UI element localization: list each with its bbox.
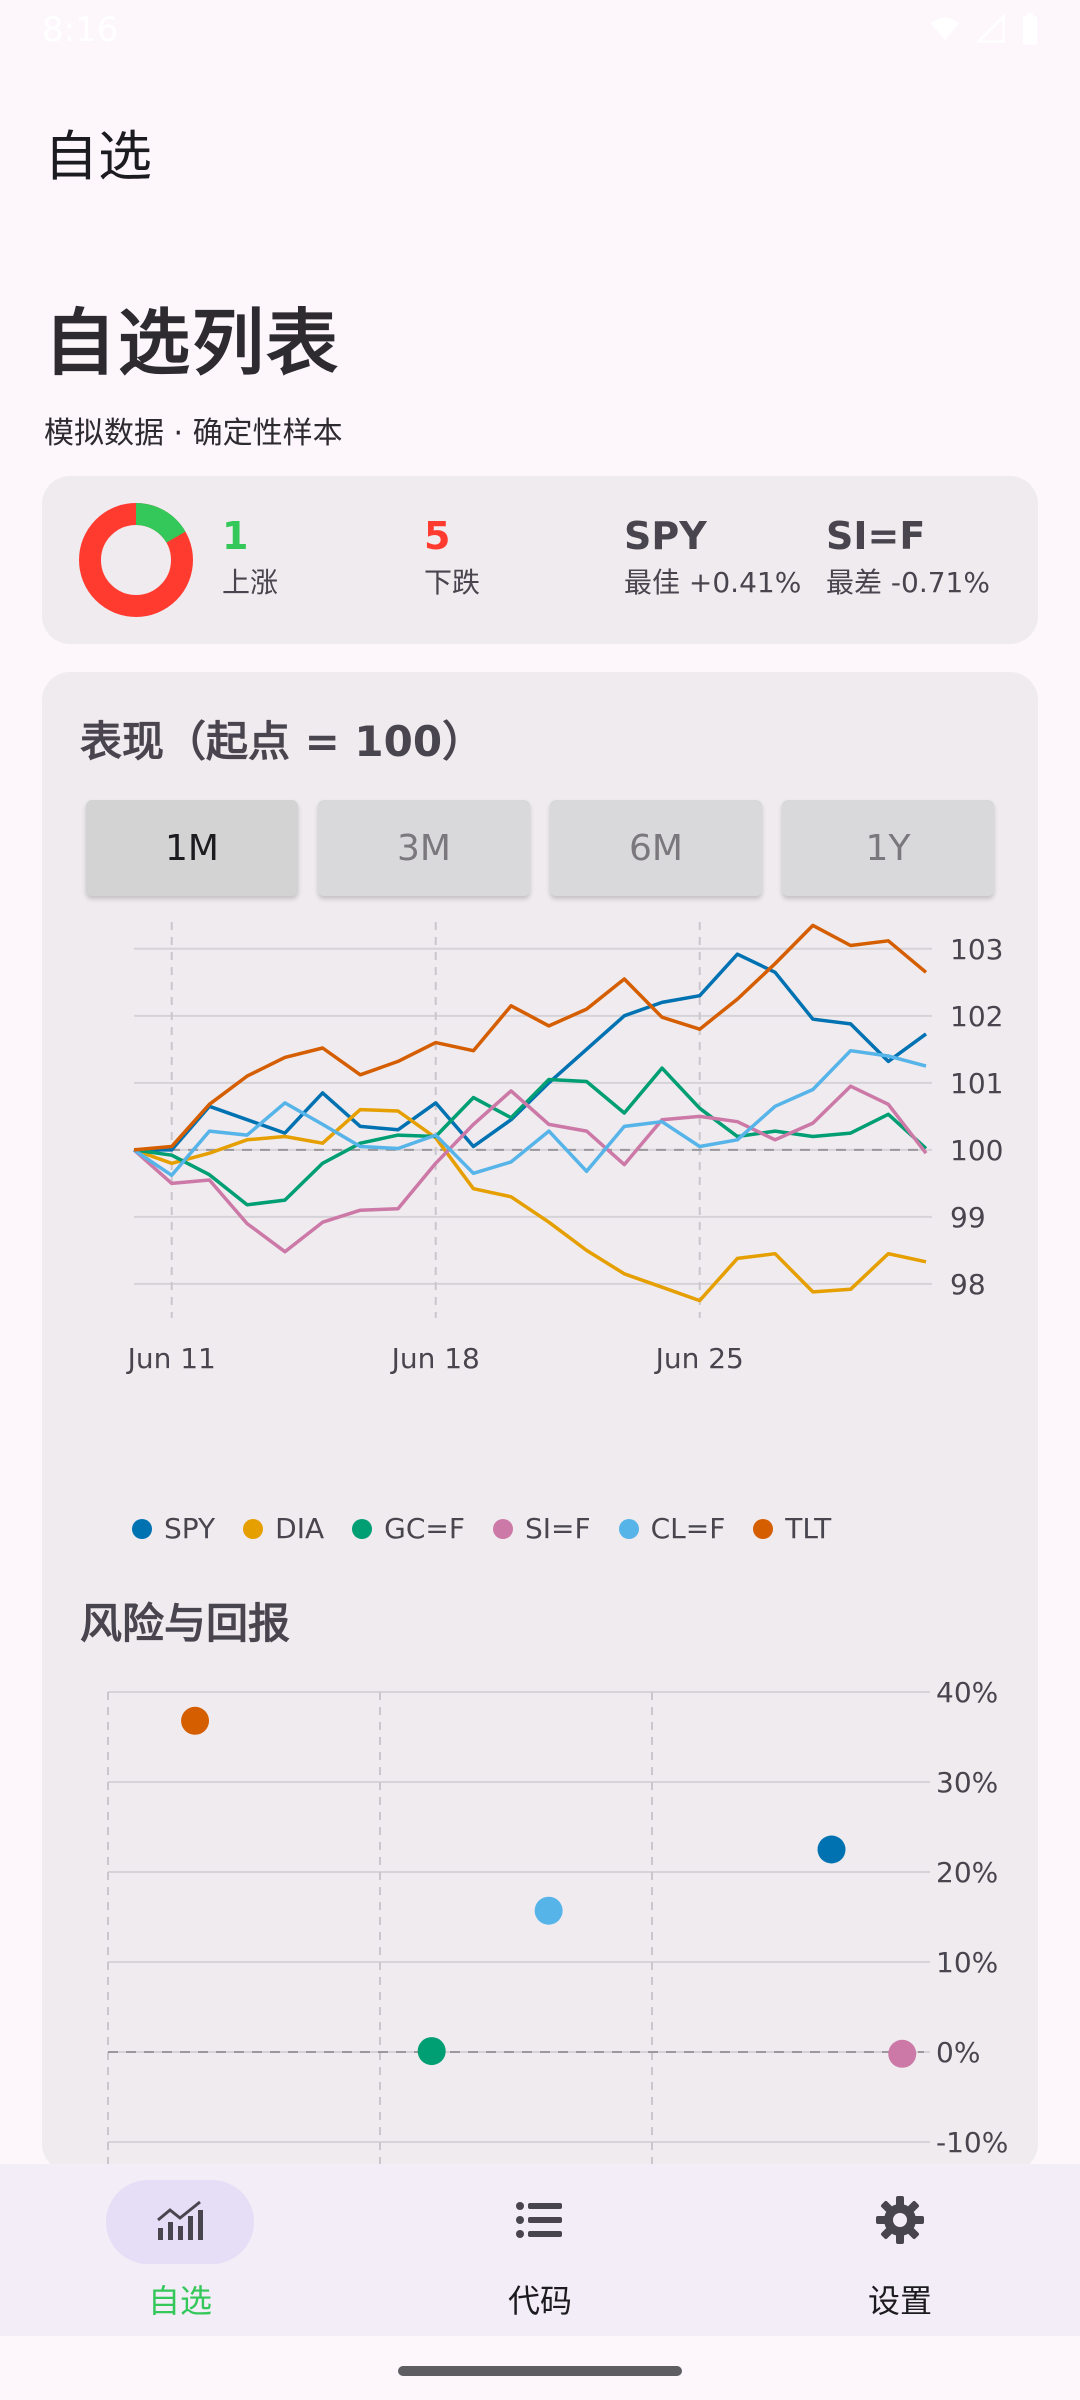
series-line-tlt (133, 923, 928, 1152)
status-icons (928, 12, 1040, 50)
scatter-point-clf (534, 1896, 563, 1925)
legend-item: CL=F (618, 1512, 726, 1545)
legend-label: TLT (785, 1512, 832, 1545)
y-tick-label: 102 (950, 1000, 1003, 1033)
list-icon (514, 2198, 566, 2246)
series-line-dia (133, 1107, 927, 1303)
nav-item-settings[interactable]: 设置 (800, 2180, 1000, 2322)
series-line-gcf (133, 1066, 928, 1207)
up-count: 1 (222, 514, 249, 558)
legend-dot (352, 1518, 373, 1539)
gear-icon (874, 2194, 926, 2250)
risk-return-title: 风险与回报 (80, 1599, 291, 1648)
range-tab-3m[interactable]: 3M (318, 800, 530, 896)
nav-item-symbols[interactable]: 代码 (440, 2180, 640, 2322)
best-summary: SPY 最佳 +0.41% (624, 514, 801, 600)
x-tick-label: Jun 11 (126, 1342, 216, 1375)
legend-label: GC=F (384, 1512, 465, 1545)
y-tick-label: 40% (936, 1676, 998, 1709)
range-tab-1m[interactable]: 1M (86, 800, 298, 896)
y-tick-label: 100 (950, 1134, 1003, 1167)
y-tick-label: 30% (936, 1766, 998, 1799)
down-label: 下跌 (424, 566, 481, 599)
risk-return-scatter-chart: 40% 30% 20% 10% 0% -10% (107, 1676, 1008, 2172)
chart-legend: SPY DIA GC=F SI=F CL=F TLT (132, 1512, 859, 1545)
bottom-nav: 自选 代码 (0, 2164, 1080, 2336)
status-bar: 8:16 (0, 0, 1080, 62)
y-tick-label: 20% (936, 1856, 998, 1889)
nav-label-settings: 设置 (867, 2282, 932, 2320)
worst-summary: SI=F 最差 -0.71% (826, 514, 990, 600)
y-tick-label: 99 (950, 1201, 986, 1234)
legend-item: SPY (132, 1512, 215, 1545)
battery-icon (1020, 12, 1040, 50)
up-summary: 1 上涨 (222, 514, 278, 600)
nav-label-symbols: 代码 (507, 2282, 572, 2320)
series-line-clf (133, 1048, 927, 1178)
best-change: 最佳 +0.41% (624, 566, 802, 599)
legend-item: DIA (243, 1512, 324, 1545)
scatter-point-sif (888, 2039, 917, 2068)
worst-symbol: SI=F (826, 514, 926, 558)
legend-item: GC=F (352, 1512, 465, 1545)
y-tick-label: 101 (950, 1067, 1003, 1100)
scatter-point-gcf (417, 2037, 446, 2066)
legend-dot (132, 1518, 152, 1539)
page-subtitle: 模拟数据 · 确定性样本 (44, 416, 343, 451)
x-tick-label: Jun 25 (654, 1342, 744, 1375)
y-tick-label: 10% (936, 1946, 998, 1979)
y-tick-label: 103 (950, 933, 1003, 966)
performance-line-chart: 98 99 100 101 102 103 Jun 11 Jun 18 Jun 25 (126, 922, 1003, 1375)
page-title: 自选列表 (44, 301, 341, 385)
range-tab-6m[interactable]: 6M (550, 800, 762, 896)
performance-card: 表现（起点 = 100） 1M 3M 6M 1Y 98 99 100 101 102 10… (42, 672, 1038, 2172)
down-summary: 5 下跌 (424, 514, 480, 600)
range-tab-1y[interactable]: 1Y (782, 800, 994, 896)
worst-change: 最差 -0.71% (826, 566, 990, 599)
y-tick-label: 98 (950, 1268, 986, 1301)
y-tick-label: 0% (936, 2036, 980, 2069)
y-tick-label: -10% (936, 2126, 1008, 2159)
down-count: 5 (424, 514, 451, 558)
nav-label-watchlist: 自选 (147, 2282, 212, 2320)
up-down-donut (79, 503, 193, 617)
wifi-icon (928, 12, 962, 50)
legend-item: SI=F (492, 1512, 591, 1545)
legend-dot (618, 1518, 639, 1539)
status-time: 8:16 (42, 10, 119, 50)
scatter-point-spy (817, 1835, 846, 1864)
legend-item: TLT (753, 1512, 831, 1545)
performance-title: 表现（起点 = 100） (80, 717, 485, 766)
summary-card: 1 上涨 5 下跌 SPY 最佳 +0.41% SI=F 最差 -0.71% (42, 476, 1038, 644)
donut-up-segment (79, 503, 193, 617)
nav-item-watchlist[interactable]: 自选 (80, 2180, 280, 2322)
chart-icon (154, 2198, 206, 2246)
up-label: 上涨 (222, 566, 279, 599)
signal-icon (975, 12, 1006, 50)
legend-label: CL=F (650, 1512, 726, 1545)
legend-label: DIA (275, 1512, 325, 1545)
x-tick-label: Jun 18 (390, 1342, 480, 1375)
legend-label: SI=F (524, 1512, 591, 1545)
home-indicator[interactable] (398, 2366, 682, 2376)
legend-dot (492, 1518, 513, 1539)
series-line-spy (134, 952, 928, 1152)
scatter-point-tlt (181, 1706, 210, 1735)
series-line-sif (132, 1084, 928, 1254)
range-tabs: 1M 3M 6M 1Y (86, 800, 994, 896)
app-title: 自选 (44, 125, 152, 188)
best-symbol: SPY (624, 514, 707, 558)
legend-dot (243, 1518, 264, 1539)
legend-dot (753, 1518, 774, 1539)
legend-label: SPY (164, 1512, 216, 1545)
